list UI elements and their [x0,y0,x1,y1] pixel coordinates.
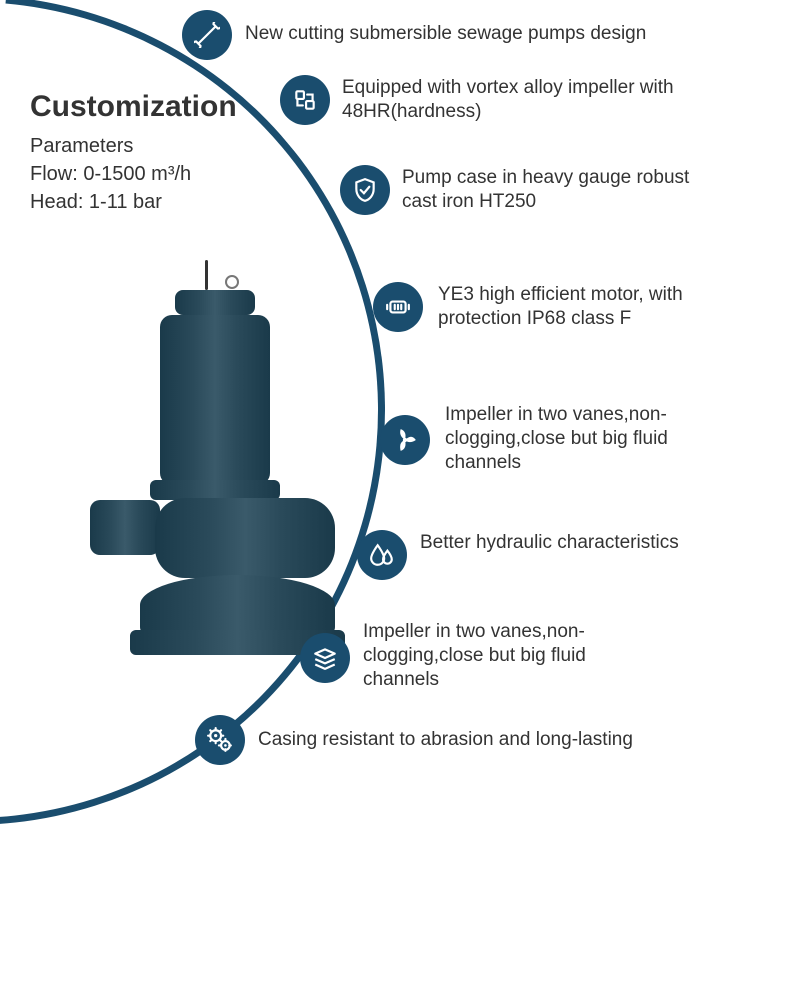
pump-cable [205,260,208,290]
feature-text-casing: Casing resistant to abrasion and long-la… [258,728,688,752]
feature-text-impeller2: Impeller in two vanes,non-clogging,close… [363,620,663,691]
header-title: Customization [30,90,237,124]
feature-text-impeller1: Impeller in two vanes,non-clogging,close… [445,403,725,474]
feature-text-case: Pump case in heavy gauge robust cast iro… [402,166,692,214]
flow-label: Flow: 0-1500 m³/h [30,160,237,188]
feature-text-tools: New cutting submersible sewage pumps des… [245,22,665,46]
pump-outlet [90,500,160,555]
gear-icon [195,715,245,765]
feature-text-vortex: Equipped with vortex alloy impeller with… [342,76,712,124]
layers-icon [300,633,350,683]
head-label: Head: 1-11 bar [30,188,237,216]
header-block: Customization Parameters Flow: 0-1500 m³… [30,90,237,216]
fan-icon [380,415,430,465]
shield-icon [340,165,390,215]
pump-upper-body [160,315,270,485]
drop-icon [357,530,407,580]
pump-mid [150,480,280,500]
pump-volute [155,498,335,578]
tools-icon [182,10,232,60]
expand-icon [280,75,330,125]
feature-text-hydraulic: Better hydraulic characteristics [420,531,690,555]
motor-icon [373,282,423,332]
pump-top [175,290,255,315]
pump-lift-ring [225,275,239,289]
product-pump-image [95,270,335,660]
feature-text-motor: YE3 high efficient motor, with protectio… [438,283,728,331]
pump-base [140,575,335,635]
infographic-container: Customization Parameters Flow: 0-1500 m³… [0,0,800,800]
params-label: Parameters [30,132,237,160]
